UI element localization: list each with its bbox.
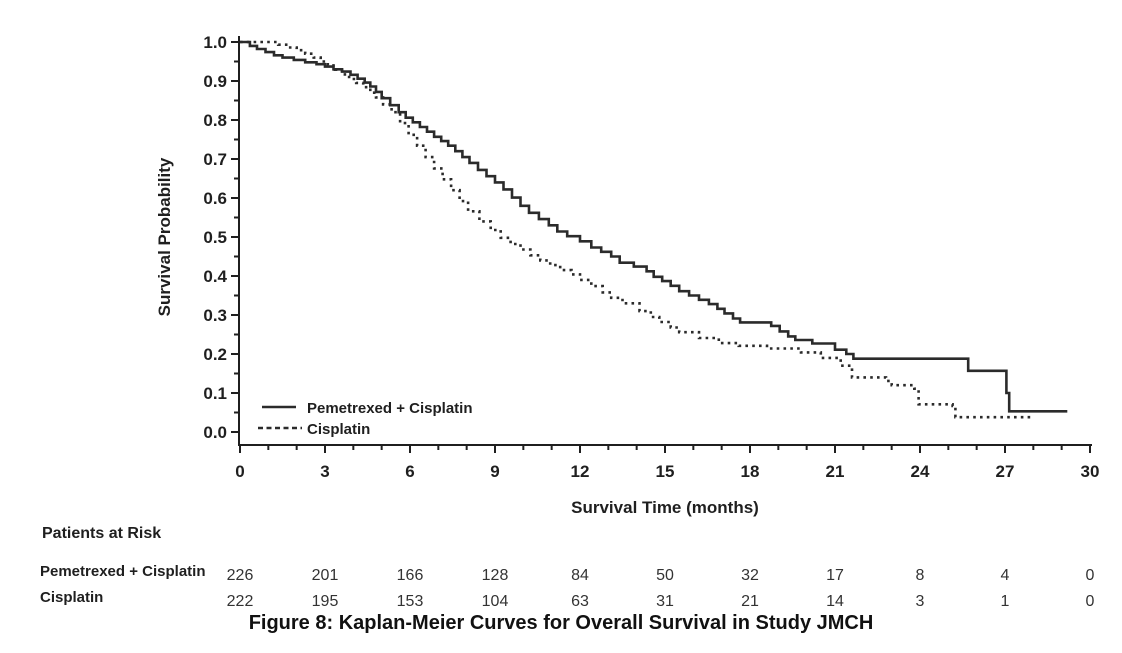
risk-count: 4 (1001, 567, 1010, 584)
x-tick-label: 3 (320, 462, 329, 481)
x-tick-label: 21 (826, 462, 845, 481)
x-tick-label: 12 (571, 462, 590, 481)
y-tick-label: 1.0 (203, 33, 227, 52)
risk-count: 195 (312, 593, 339, 610)
risk-count: 1 (1001, 593, 1010, 610)
x-tick-label: 30 (1081, 462, 1100, 481)
y-tick-label: 0.1 (203, 384, 227, 403)
risk-count: 84 (571, 567, 589, 584)
y-tick-label: 0.9 (203, 72, 227, 91)
x-tick-label: 6 (405, 462, 414, 481)
risk-table-title: Patients at Risk (42, 525, 161, 542)
x-axis-title: Survival Time (months) (571, 498, 759, 517)
y-axis-ticks (231, 41, 239, 433)
y-axis-title: Survival Probability (155, 157, 174, 316)
x-tick-label: 15 (656, 462, 675, 481)
risk-count: 201 (312, 567, 339, 584)
legend-label: Cisplatin (307, 421, 370, 438)
risk-table: Patients at Risk Pemetrexed + Cisplatin 22… (40, 525, 1095, 610)
risk-count: 166 (397, 567, 424, 584)
x-tick-label: 27 (996, 462, 1015, 481)
risk-count: 0 (1086, 567, 1095, 584)
y-tick-label: 0.6 (203, 189, 227, 208)
risk-count: 50 (656, 567, 674, 584)
y-tick-label: 0.7 (203, 150, 227, 169)
risk-count: 21 (741, 593, 759, 610)
risk-count: 32 (741, 567, 759, 584)
risk-count: 226 (227, 567, 254, 584)
risk-count: 222 (227, 593, 254, 610)
risk-count: 128 (482, 567, 509, 584)
risk-count: 8 (916, 567, 925, 584)
x-tick-label: 24 (911, 462, 930, 481)
risk-count: 17 (826, 567, 844, 584)
x-axis-ticks (239, 445, 1091, 453)
y-tick-label: 0.8 (203, 111, 227, 130)
series-pemetrexed-cisplatin (240, 40, 1068, 413)
figure-caption: Figure 8: Kaplan-Meier Curves for Overal… (248, 612, 874, 634)
y-tick-label: 0.3 (203, 306, 227, 325)
axes-lines (238, 36, 1092, 446)
y-tick-label: 0.4 (203, 267, 227, 286)
risk-count: 153 (397, 593, 424, 610)
x-tick-label: 18 (741, 462, 760, 481)
y-tick-label: 0.0 (203, 423, 227, 442)
x-tick-label: 9 (490, 462, 499, 481)
risk-count: 63 (571, 593, 589, 610)
legend-label: Pemetrexed + Cisplatin (307, 400, 472, 417)
risk-count: 31 (656, 593, 674, 610)
risk-count: 0 (1086, 593, 1095, 610)
risk-count: 14 (826, 593, 844, 610)
y-tick-label: 0.5 (203, 228, 227, 247)
x-tick-label: 0 (235, 462, 244, 481)
y-tick-label: 0.2 (203, 345, 227, 364)
risk-count: 3 (916, 593, 925, 610)
legend: Pemetrexed + Cisplatin Cisplatin (258, 400, 472, 438)
series-cisplatin (240, 40, 1031, 419)
risk-row-label: Cisplatin (40, 589, 103, 606)
risk-count: 104 (482, 593, 509, 610)
km-chart: 0.00.10.20.30.40.50.60.70.80.91.00 3 6 9 12 1… (40, 33, 1100, 610)
risk-row-label: Pemetrexed + Cisplatin (40, 563, 205, 580)
